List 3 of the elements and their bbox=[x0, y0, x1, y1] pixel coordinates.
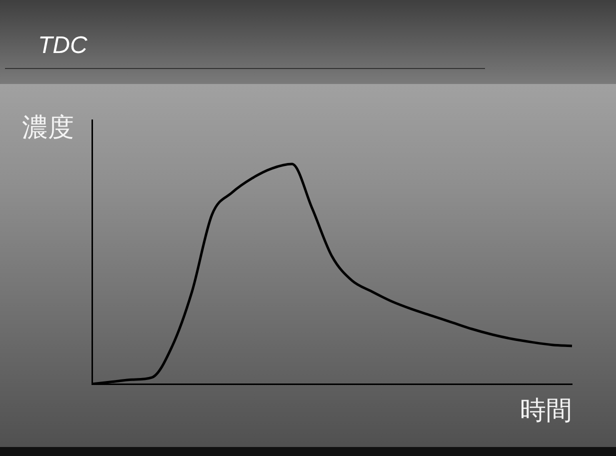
y-axis-title: 濃度 bbox=[22, 112, 74, 145]
chart-title: TDC bbox=[38, 32, 88, 60]
x-axis-title: 時間 bbox=[520, 395, 572, 428]
